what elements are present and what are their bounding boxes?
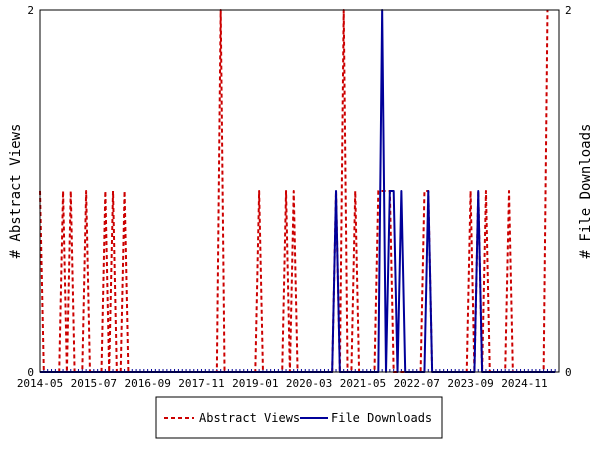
y-right-tick-label-min: 0 (565, 366, 572, 379)
x-tick-label: 2016-09 (124, 377, 170, 390)
x-tick-label: 2015-07 (71, 377, 117, 390)
y-left-tick-label-min: 0 (27, 366, 34, 379)
x-tick-label: 2019-01 (232, 377, 278, 390)
x-tick-label: 2017-11 (178, 377, 224, 390)
y-left-tick-label-max: 2 (27, 4, 34, 17)
x-tick-label: 2021-05 (340, 377, 386, 390)
plot-frame (39, 9, 560, 373)
y-right-tick-label-max: 2 (565, 4, 572, 17)
x-tick-label: 2020-03 (286, 377, 332, 390)
legend-box (155, 396, 443, 439)
y-right-axis-title: # File Downloads (578, 124, 594, 259)
x-tick-label: 2023-09 (447, 377, 493, 390)
x-tick-label: 2022-07 (394, 377, 440, 390)
x-tick-label: 2024-11 (501, 377, 547, 390)
x-tick-label: 2014-05 (17, 377, 63, 390)
legend-label-abstract-views: Abstract Views (199, 411, 300, 425)
plot-area (39, 9, 560, 373)
legend: Abstract Views File Downloads (155, 396, 443, 439)
legend-label-file-downloads: File Downloads (331, 411, 432, 425)
x-axis-tick-labels: 2014-05 2015-07 2016-09 2017-11 2019-01 2020-… (17, 377, 548, 390)
y-left-axis-title: # Abstract Views (8, 124, 24, 259)
